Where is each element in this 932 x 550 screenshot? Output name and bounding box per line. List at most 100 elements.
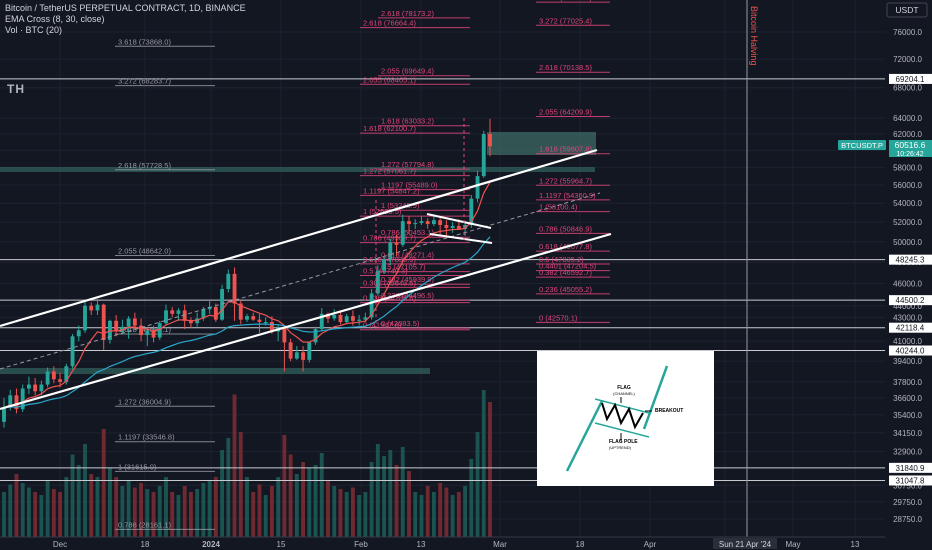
time-tick: Mar: [493, 540, 507, 549]
volume-bar: [413, 492, 418, 537]
volume-bar: [176, 495, 181, 537]
candle-body: [425, 221, 430, 225]
candle-body: [407, 221, 411, 225]
candle-body: [357, 319, 362, 321]
candle-body: [195, 318, 200, 324]
flag-top-line: [594, 398, 650, 414]
channel-text: (CHANNEL): [613, 391, 635, 396]
time-tick: 18: [141, 540, 150, 549]
candle-body: [251, 316, 256, 320]
candle-body: [76, 330, 81, 337]
ascending-channel: [0, 118, 612, 411]
volume-bar: [407, 471, 411, 537]
fib-right-label: 0.4401 (47204.5): [539, 262, 597, 271]
volume-bar: [344, 492, 349, 537]
volume-bar: [294, 474, 299, 537]
price-tick: 34150.0: [893, 429, 922, 438]
volume-bars: [2, 390, 492, 537]
symbol-title[interactable]: Bitcoin / TetherUS PERPETUAL CONTRACT, 1…: [5, 3, 246, 13]
candle-body: [126, 318, 131, 327]
fib-mid-label: 1.618 (63033.2): [381, 117, 434, 126]
uptrend-text: (UPTREND): [609, 445, 632, 450]
candle-body: [319, 313, 324, 330]
candle-body: [45, 371, 50, 385]
volume-bar: [45, 480, 50, 537]
candle-body: [450, 225, 455, 228]
support-zone-upper: [0, 167, 595, 172]
volume-bar: [226, 438, 231, 537]
price-axis[interactable]: 76000.072000.068000.064000.062000.060000…: [885, 0, 932, 550]
bull-flag-diagram: FLAG (CHANNEL) BREAKOUT FLAG POLE (UPTRE…: [537, 351, 714, 486]
level-tag: 31840.9: [896, 464, 925, 473]
time-tick: Apr: [644, 540, 657, 549]
candle-body: [369, 293, 374, 318]
level-tag: 44500.2: [896, 296, 925, 305]
fib-mid-label: 1 (53248.9): [381, 201, 420, 210]
fib-left-label: 3.272 (68283.7): [118, 77, 171, 86]
volume-bar: [157, 486, 162, 537]
price-tick: 41000.0: [893, 337, 922, 346]
volume-bar: [257, 484, 262, 537]
fib-mid-label: 2.055 (68465.1): [363, 75, 416, 84]
price-tag-value: 60516.6: [895, 140, 926, 150]
candle-body: [207, 306, 212, 310]
time-tick: 15: [277, 540, 286, 549]
fib-right-label: 0.786 (50846.9): [539, 224, 592, 233]
price-tick: 29750.0: [893, 498, 922, 507]
price-tick: 54000.0: [893, 199, 922, 208]
volume-bar: [238, 432, 243, 537]
candle-body: [95, 304, 100, 311]
candle-body: [58, 379, 63, 382]
candle-body: [382, 259, 387, 271]
volume-bar: [139, 483, 144, 537]
fib-right-label: 3.272 (77025.4): [539, 16, 592, 25]
volume-bar: [338, 489, 343, 537]
candle-body: [170, 310, 175, 314]
volume-bar: [431, 492, 436, 537]
candle-body: [226, 273, 231, 290]
price-tick: 39400.0: [893, 357, 922, 366]
candle-body: [8, 395, 13, 408]
currency-button[interactable]: USDT: [886, 2, 928, 18]
level-tag: 69204.1: [896, 75, 925, 84]
volume-indicator-legend[interactable]: Vol · BTC (20): [5, 25, 63, 35]
volume-bar: [151, 492, 156, 537]
channel-upper-line: [0, 148, 598, 328]
volume-bar: [332, 486, 337, 537]
fib-mid-label: 1.272 (57794.8): [381, 160, 434, 169]
candle-body: [269, 322, 274, 332]
candle-body: [438, 220, 443, 226]
candle-body: [419, 221, 424, 224]
fib-mid-label: 0.786 (49909.7): [363, 234, 416, 243]
flag-upper-line: [426, 213, 492, 229]
support-zones: [0, 132, 596, 374]
level-tag-bg: [889, 475, 932, 486]
volume-bar: [232, 394, 237, 537]
channel-mid-line: [0, 192, 601, 370]
fib-right-label: 0.382 (46592.7): [539, 268, 592, 277]
ema-indicator-legend[interactable]: EMA Cross (8, 30, close): [5, 14, 105, 24]
price-tick: 32900.0: [893, 447, 922, 456]
candle-body: [145, 330, 150, 336]
price-tag-countdown: 10:26:42: [896, 151, 923, 158]
volume-bar: [350, 487, 355, 537]
resistance-zone: [487, 132, 596, 155]
halving-label: Bitcoin Halving: [749, 6, 759, 66]
volume-bar: [450, 495, 455, 537]
volume-bar: [456, 492, 461, 537]
volume-bar: [288, 454, 293, 537]
flag-text: FLAG: [617, 385, 631, 391]
volume-bar: [39, 495, 44, 537]
fib-right-label: 3.618 (80668.9): [539, 0, 592, 2]
candle-body: [444, 225, 449, 228]
level-tag-bg: [889, 345, 932, 356]
time-axis[interactable]: Dec18202415Feb13Mar18Apr15May13Sun 21 Ap…: [0, 536, 932, 550]
volume-bar: [89, 474, 94, 537]
price-tick: 64000.0: [893, 114, 922, 123]
ema-lines: [3, 181, 491, 409]
fib-left-label: 2.618 (57728.5): [118, 161, 171, 170]
fib-mid-label: 0 (42083.5): [381, 319, 420, 328]
fib-mid-label: 1.618 (62100.7): [363, 124, 416, 133]
candle-body: [83, 305, 87, 331]
